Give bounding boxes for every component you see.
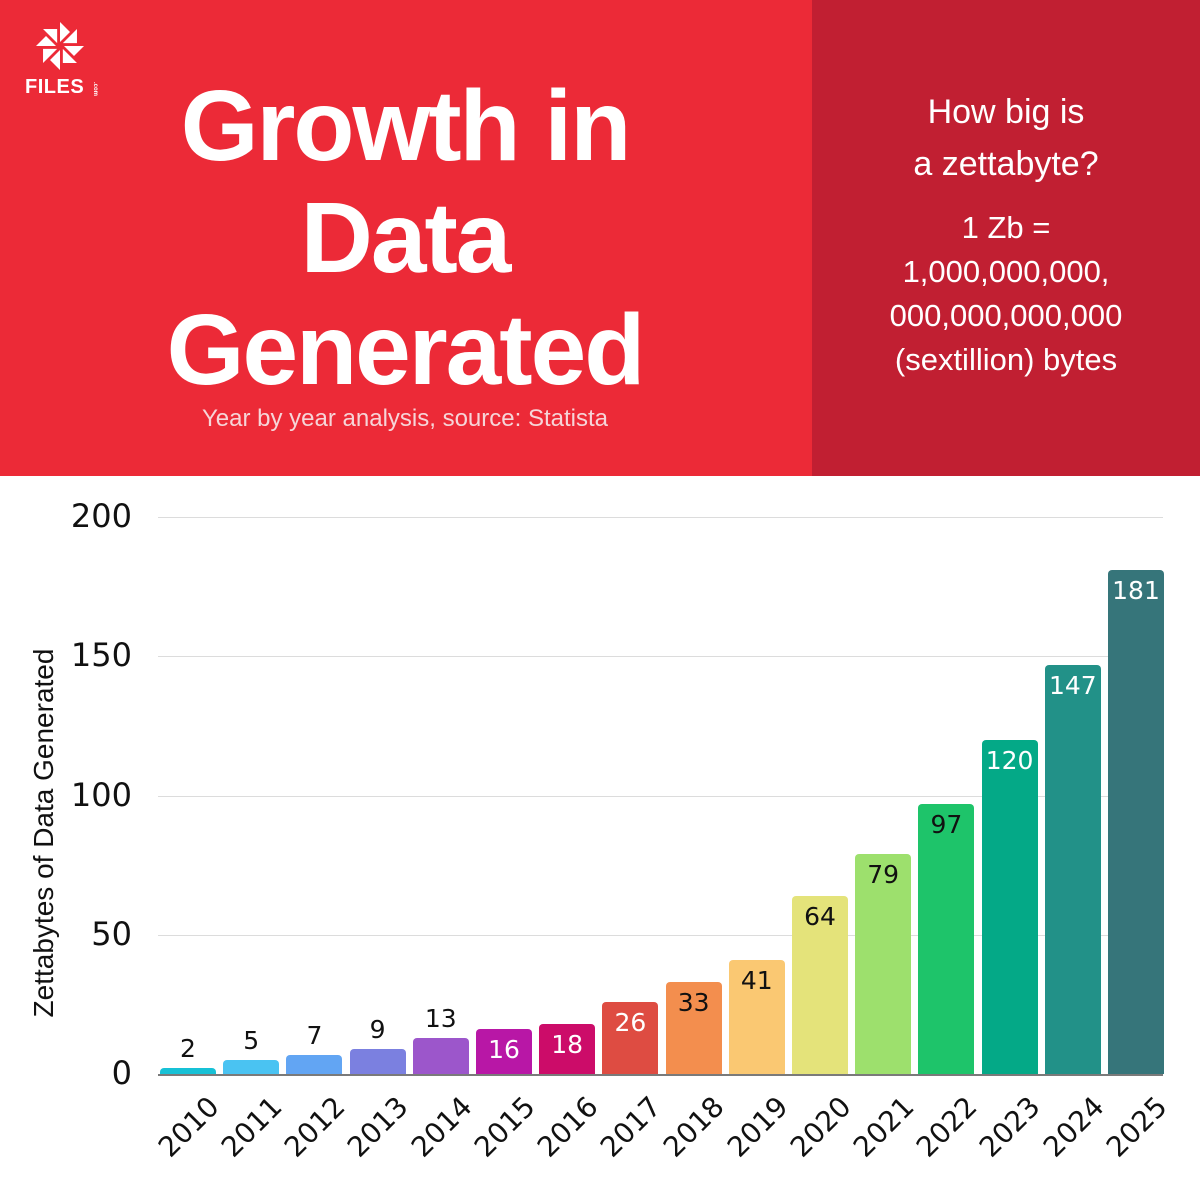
gridline <box>158 656 1163 658</box>
data-label: 33 <box>677 988 710 1018</box>
y-tick-label: 0 <box>111 1054 132 1092</box>
bar-2019[interactable] <box>728 959 785 1074</box>
bar-2018[interactable] <box>665 982 722 1074</box>
x-axis-line <box>158 1074 1163 1076</box>
bar-2025[interactable] <box>1108 569 1164 1074</box>
files-logo[interactable]: FILES .com <box>22 20 108 104</box>
data-label: 2 <box>180 1034 196 1064</box>
question-line: a zettabyte? <box>913 145 1099 183</box>
bar-2021[interactable] <box>855 853 912 1074</box>
bar-2015[interactable] <box>476 1029 532 1074</box>
gridline <box>158 934 1163 936</box>
data-label: 18 <box>551 1029 584 1059</box>
data-label: 7 <box>306 1020 323 1050</box>
data-label: 120 <box>985 745 1034 775</box>
data-label: 79 <box>867 859 900 889</box>
data-label: 64 <box>804 901 836 931</box>
data-label: 97 <box>930 809 963 839</box>
bar-2012[interactable] <box>286 1054 343 1074</box>
data-label: 16 <box>488 1035 520 1065</box>
y-tick-label: 100 <box>70 775 132 814</box>
zettabyte-info-panel <box>812 0 1200 476</box>
bar-2017[interactable] <box>602 1001 659 1074</box>
logo-text: FILES <box>25 76 85 98</box>
bar-2024[interactable] <box>1044 664 1101 1074</box>
bar-2022[interactable] <box>918 803 975 1074</box>
bar-2020[interactable] <box>792 895 848 1074</box>
pinwheel-icon <box>36 22 84 70</box>
data-label: 13 <box>424 1003 457 1033</box>
definition-line: 1,000,000,000, <box>902 254 1110 289</box>
title-line: Generated <box>166 294 646 406</box>
bar-2010[interactable] <box>160 1068 216 1074</box>
y-axis-title-text: Zettabytes of Data Generated <box>28 648 59 1018</box>
logo-suffix: .com <box>92 82 98 97</box>
title-line: Growth in <box>180 70 632 182</box>
bar-2013[interactable] <box>349 1048 406 1074</box>
zettabyte-definition: 1 Zb = 1,000,000,000, 000,000,000,000 (s… <box>812 206 1200 382</box>
y-tick-label: 200 <box>70 497 132 535</box>
subtitle: Year by year analysis, source: Statista <box>202 405 608 432</box>
data-label: 41 <box>740 965 773 995</box>
zettabyte-question: How big is a zettabyte? <box>812 86 1200 190</box>
bar-2016[interactable] <box>539 1023 596 1074</box>
title-panel: FILES .com Growth in Data Generated Year… <box>0 0 812 476</box>
definition-line: (sextillion) bytes <box>894 342 1118 377</box>
data-label: 181 <box>1112 575 1160 605</box>
definition-line: 000,000,000,000 <box>889 298 1123 333</box>
data-label: 5 <box>243 1026 260 1056</box>
question-line: How big is <box>927 93 1085 131</box>
bar-2014[interactable] <box>412 1037 469 1074</box>
definition-line: 1 Zb = <box>961 210 1051 245</box>
data-label: 147 <box>1048 670 1097 700</box>
bar-2023[interactable] <box>981 739 1038 1074</box>
gridline <box>158 517 1163 518</box>
y-tick-label: 50 <box>91 914 132 953</box>
gridline <box>158 795 1163 797</box>
data-label: 9 <box>369 1014 386 1044</box>
title-line: Data <box>300 182 512 294</box>
header: FILES .com Growth in Data Generated Year… <box>0 0 1200 476</box>
bar-2011[interactable] <box>223 1060 280 1074</box>
page-title: Growth in Data Generated <box>100 70 710 406</box>
y-tick-label: 150 <box>70 636 132 675</box>
data-label: 26 <box>614 1007 647 1037</box>
